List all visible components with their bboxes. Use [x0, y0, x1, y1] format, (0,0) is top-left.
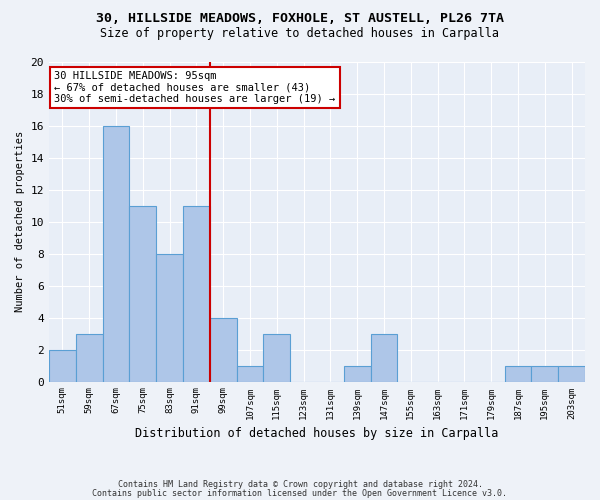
Bar: [156, 254, 183, 382]
Bar: [371, 334, 397, 382]
Bar: [532, 366, 558, 382]
Bar: [558, 366, 585, 382]
Bar: [210, 318, 236, 382]
Bar: [183, 206, 210, 382]
Bar: [103, 126, 130, 382]
Text: Contains HM Land Registry data © Crown copyright and database right 2024.: Contains HM Land Registry data © Crown c…: [118, 480, 482, 489]
Bar: [130, 206, 156, 382]
Bar: [344, 366, 371, 382]
Text: Contains public sector information licensed under the Open Government Licence v3: Contains public sector information licen…: [92, 488, 508, 498]
Text: Size of property relative to detached houses in Carpalla: Size of property relative to detached ho…: [101, 28, 499, 40]
Bar: [236, 366, 263, 382]
Text: 30, HILLSIDE MEADOWS, FOXHOLE, ST AUSTELL, PL26 7TA: 30, HILLSIDE MEADOWS, FOXHOLE, ST AUSTEL…: [96, 12, 504, 26]
Text: 30 HILLSIDE MEADOWS: 95sqm
← 67% of detached houses are smaller (43)
30% of semi: 30 HILLSIDE MEADOWS: 95sqm ← 67% of deta…: [54, 71, 335, 104]
Bar: [263, 334, 290, 382]
Y-axis label: Number of detached properties: Number of detached properties: [15, 131, 25, 312]
X-axis label: Distribution of detached houses by size in Carpalla: Distribution of detached houses by size …: [135, 427, 499, 440]
Bar: [505, 366, 532, 382]
Bar: [76, 334, 103, 382]
Bar: [49, 350, 76, 382]
